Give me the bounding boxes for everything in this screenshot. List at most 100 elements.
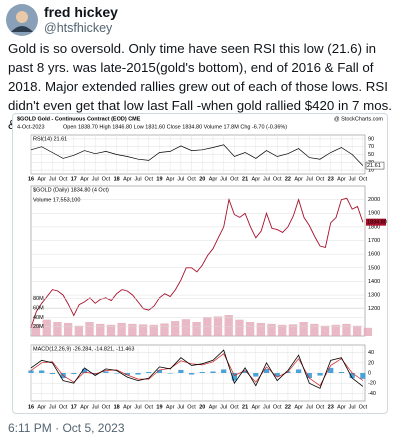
- author-name[interactable]: fred hickey: [44, 4, 118, 20]
- histogram-bar: [210, 371, 216, 373]
- x-tick-label: Oct: [359, 176, 368, 182]
- volume-bar: [74, 325, 84, 336]
- x-tick-label: Jul: [49, 176, 56, 182]
- x-tick-label: Oct: [273, 176, 282, 182]
- tweet-text: Gold is so oversold. Only time have seen…: [8, 41, 392, 132]
- last-value-box: [365, 161, 385, 170]
- volume-bar: [235, 319, 244, 336]
- x-tick-label: Apr: [37, 404, 46, 410]
- x-tick-label: Oct: [230, 176, 239, 182]
- histogram-bar: [188, 373, 195, 375]
- x-tick-label: Jul: [220, 176, 227, 182]
- histogram-bar: [167, 373, 173, 374]
- volume-bar: [278, 324, 287, 336]
- legend-entry: $GOLD (Daily) 1834.80 (4 Oct): [33, 187, 109, 193]
- x-tick-label: 18: [114, 404, 120, 410]
- volume-bar: [85, 322, 94, 336]
- x-tick-label: Oct: [316, 404, 325, 410]
- x-tick-label: Apr: [166, 176, 175, 182]
- x-tick-label: Oct: [59, 176, 68, 182]
- author-handle[interactable]: @htsfhickey: [44, 21, 113, 35]
- x-tick-label: 22: [285, 404, 291, 410]
- volume-bar: [42, 319, 51, 336]
- panel-title: MACD(12,26,9) -26.284, -14.821, -11.463: [33, 346, 134, 352]
- x-tick-label: Apr: [80, 176, 89, 182]
- x-tick-label: Oct: [316, 176, 325, 182]
- histogram-bar: [274, 373, 280, 377]
- avatar[interactable]: [6, 4, 38, 36]
- volume-bar: [96, 323, 105, 336]
- histogram-bar: [296, 369, 302, 373]
- y-tick-label: -40: [368, 391, 376, 397]
- legend-entry: Volume 17,553,100: [33, 197, 80, 203]
- histogram-bar: [231, 373, 238, 381]
- volume-bar: [224, 315, 233, 336]
- x-tick-label: 17: [71, 176, 77, 182]
- y-tick-label: 1500: [368, 265, 380, 271]
- last-value-box: [366, 218, 386, 226]
- histogram-bar: [360, 373, 366, 379]
- histogram-bar: [178, 369, 184, 373]
- volume-bar: [213, 316, 223, 336]
- x-tick-label: Oct: [230, 404, 239, 410]
- y-tick-label: 1200: [368, 306, 380, 312]
- last-value-label: 21.61: [367, 163, 381, 169]
- histogram-bar: [146, 371, 152, 373]
- histogram-bar: [328, 367, 334, 373]
- chart-date: 4-Oct-2023: [17, 124, 45, 130]
- x-tick-label: Jul: [263, 176, 270, 182]
- volume-bar: [299, 322, 308, 336]
- x-tick-label: Jul: [92, 404, 99, 410]
- chart-image[interactable]: 103050709016AprJulOct17AprJulOct18AprJul…: [12, 113, 388, 414]
- x-tick-label: 20: [199, 176, 205, 182]
- histogram-bar: [71, 373, 77, 375]
- x-tick-label: Jul: [49, 404, 56, 410]
- x-tick-label: Apr: [337, 404, 346, 410]
- volume-bar: [171, 321, 180, 336]
- x-tick-label: Apr: [252, 404, 261, 410]
- volume-bar: [53, 322, 62, 336]
- volume-bar: [117, 322, 126, 336]
- histogram-bar: [349, 373, 355, 379]
- chart-quote: Open 1838.70 High 1846.80 Low 1831.60 Cl…: [63, 124, 287, 130]
- histogram-bar: [135, 373, 141, 375]
- y-tick-label: -20: [368, 381, 376, 387]
- histogram-bar: [81, 368, 88, 373]
- y-tick-label: 1400: [368, 279, 380, 285]
- chart-source: @ StockCharts.com: [334, 116, 383, 122]
- x-tick-label: 23: [328, 176, 334, 182]
- timestamp[interactable]: 6:11 PM · Oct 5, 2023: [8, 421, 125, 435]
- histogram-bar: [114, 373, 120, 374]
- y-tick-label: 0: [368, 370, 371, 376]
- y-tick-label: 40M: [33, 315, 44, 321]
- x-tick-label: 22: [285, 176, 291, 182]
- volume-bar: [310, 323, 319, 336]
- y-tick-label: 1600: [368, 252, 380, 258]
- y-tick-label: 50: [368, 152, 374, 158]
- volume-bar: [288, 324, 298, 336]
- x-tick-label: Jul: [177, 176, 184, 182]
- histogram-bar: [306, 373, 312, 379]
- volume-bar: [106, 324, 116, 336]
- y-tick-label: 1800: [368, 224, 380, 230]
- x-tick-label: Jul: [306, 404, 313, 410]
- volume-bar: [267, 323, 276, 336]
- x-tick-label: 23: [328, 404, 334, 410]
- x-tick-label: 19: [156, 404, 162, 410]
- x-tick-label: 19: [156, 176, 162, 182]
- x-tick-label: Apr: [80, 404, 89, 410]
- x-tick-label: Apr: [123, 176, 132, 182]
- data-line: [30, 197, 364, 328]
- x-tick-label: Jul: [263, 404, 270, 410]
- x-tick-label: Jul: [349, 404, 356, 410]
- histogram-bar: [221, 369, 227, 373]
- x-tick-label: Oct: [102, 404, 111, 410]
- x-tick-label: Oct: [187, 404, 196, 410]
- histogram-bar: [199, 371, 205, 373]
- panel-title: RSI(14) 21.61: [33, 136, 67, 142]
- volume-bar: [149, 324, 158, 336]
- x-tick-label: Apr: [123, 404, 132, 410]
- volume-bar: [138, 324, 148, 336]
- y-tick-label: 2000: [368, 197, 380, 203]
